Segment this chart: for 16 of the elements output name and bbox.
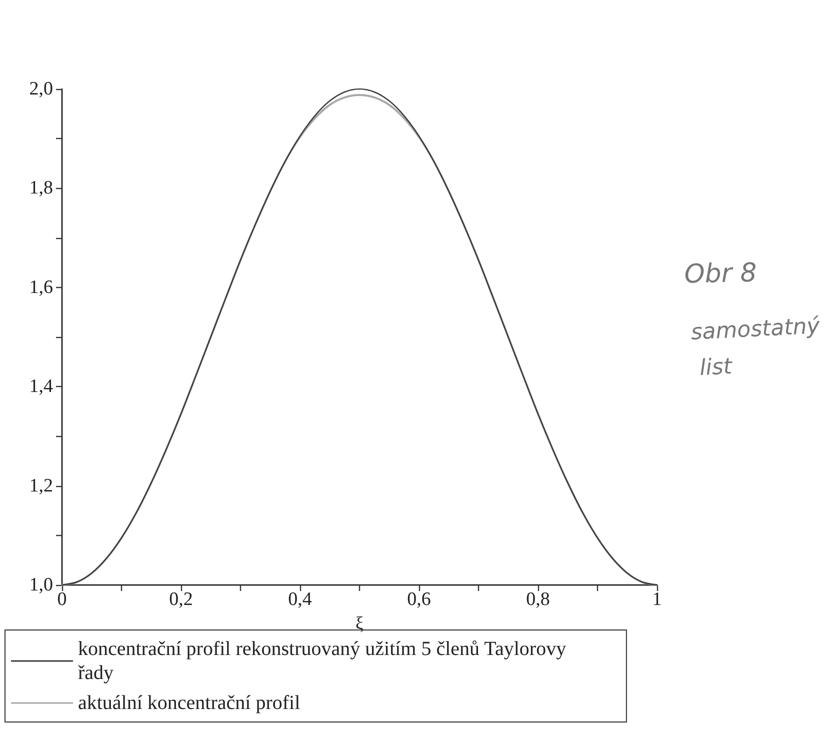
x-tick-label: 0 [57,589,67,610]
y-tick-label: 2,0 [29,78,53,100]
text: samostatný list [690,314,822,382]
x-tick-label: 0,4 [288,589,312,610]
x-tick-label: 0,8 [526,589,550,610]
x-tick-label: 1 [652,589,662,610]
y-tick-label: 1,4 [29,376,54,398]
y-tick-label: 1,6 [29,276,53,298]
y-tick-label: 1,2 [29,475,53,496]
y-tick-label: 1,0 [29,574,53,596]
x-axis-title: ξ [355,612,364,633]
x-tick-label: 0,2 [169,589,193,610]
legend-label: aktuální koncentrační profil [78,692,301,714]
text: Obr 8 [684,258,758,290]
y-tick-label: 1,8 [29,178,53,199]
x-tick-label: 0,6 [407,589,431,610]
